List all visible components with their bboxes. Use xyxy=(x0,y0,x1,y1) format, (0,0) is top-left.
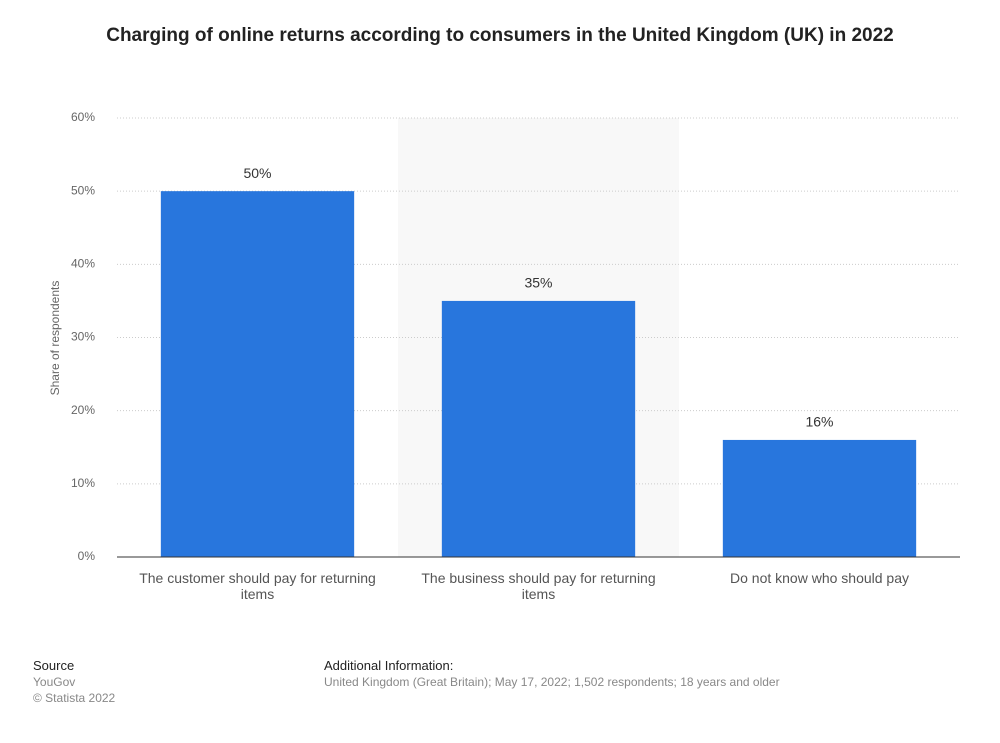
y-axis-label: Share of respondents xyxy=(48,281,62,396)
x-tick-label: Do not know who should pay xyxy=(730,570,909,586)
info-heading: Additional Information: xyxy=(324,658,454,673)
bar xyxy=(441,300,636,557)
chart-title: Charging of online returns according to … xyxy=(106,25,894,46)
y-tick-label: 40% xyxy=(71,257,95,271)
y-tick-label: 60% xyxy=(71,110,95,124)
data-label: 35% xyxy=(524,275,552,291)
data-label: 16% xyxy=(805,414,833,430)
x-tick-label: The customer should pay for returning it… xyxy=(139,570,376,602)
source-block: Source YouGov © Statista 2022 xyxy=(33,658,115,706)
bar xyxy=(160,191,355,557)
y-tick-label: 50% xyxy=(71,183,95,197)
info: United Kingdom (Great Britain); May 17, … xyxy=(324,675,780,689)
data-label: 50% xyxy=(243,165,271,181)
y-tick-label: 20% xyxy=(71,403,95,417)
x-tick-label: The business should pay for returning it… xyxy=(421,570,656,602)
info-block: Additional Information: United Kingdom (… xyxy=(324,658,780,690)
y-tick-label: 10% xyxy=(71,476,95,490)
y-tick-label: 30% xyxy=(71,330,95,344)
source: YouGov xyxy=(33,675,76,689)
source-heading: Source xyxy=(33,658,75,673)
copyright: © Statista 2022 xyxy=(33,691,116,705)
bar xyxy=(722,439,917,557)
y-tick-label: 0% xyxy=(78,549,96,563)
